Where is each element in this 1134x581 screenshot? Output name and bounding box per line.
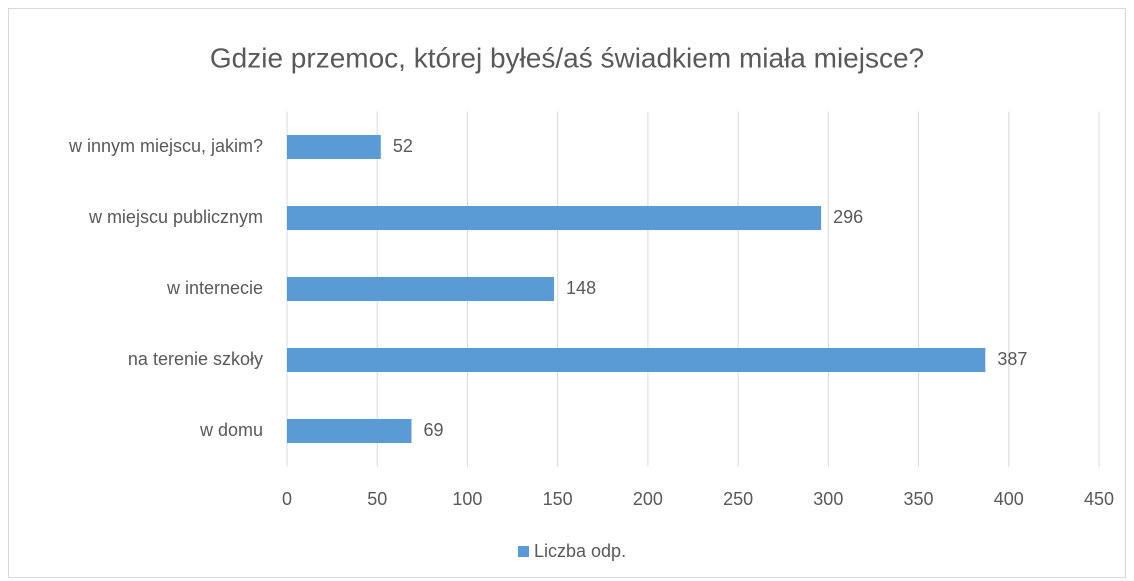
bar	[287, 206, 822, 230]
y-tick-label: w innym miejscu, jakim?	[68, 136, 263, 156]
legend-swatch	[518, 546, 529, 557]
x-tick-label: 350	[904, 489, 934, 509]
y-tick-label: w miejscu publicznym	[88, 207, 263, 227]
x-tick-label: 250	[723, 489, 753, 509]
y-tick-label: w internecie	[166, 278, 263, 298]
y-tick-label: na terenie szkoły	[128, 349, 263, 369]
data-label: 296	[833, 207, 863, 227]
data-label: 387	[997, 349, 1027, 369]
legend-label: Liczba odp.	[534, 541, 626, 561]
bar	[287, 135, 381, 159]
x-tick-label: 100	[452, 489, 482, 509]
bar	[287, 348, 986, 372]
x-tick-label: 300	[813, 489, 843, 509]
chart-border	[8, 8, 1126, 578]
data-label: 52	[393, 136, 413, 156]
x-tick-label: 200	[633, 489, 663, 509]
bar	[287, 277, 555, 301]
x-tick-label: 0	[282, 489, 292, 509]
x-tick-label: 50	[367, 489, 387, 509]
bar	[287, 419, 412, 443]
x-tick-label: 150	[543, 489, 573, 509]
y-tick-label: w domu	[199, 420, 263, 440]
chart-title: Gdzie przemoc, której byłeś/aś świadkiem…	[210, 42, 924, 73]
data-label: 148	[566, 278, 596, 298]
data-label: 69	[424, 420, 444, 440]
x-tick-label: 450	[1084, 489, 1114, 509]
x-tick-label: 400	[994, 489, 1024, 509]
